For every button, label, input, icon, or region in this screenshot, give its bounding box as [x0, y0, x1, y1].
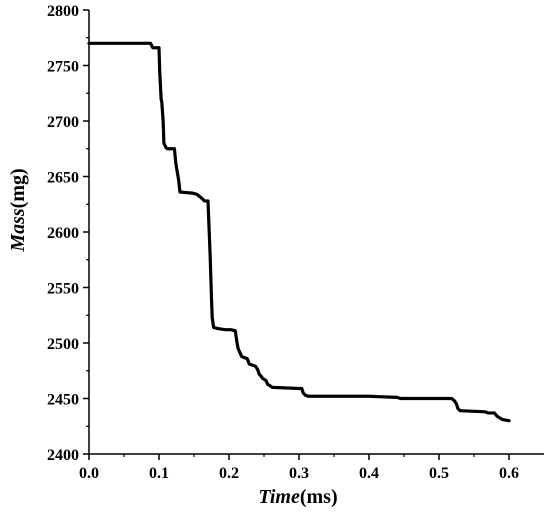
x-tick-label: 0.1: [149, 465, 169, 482]
y-tick-label: 2600: [47, 225, 79, 242]
y-tick-label: 2550: [47, 281, 79, 298]
y-tick-label: 2500: [47, 336, 79, 353]
x-tick-label: 0.2: [219, 465, 239, 482]
y-tick-label: 2800: [47, 3, 79, 20]
y-tick-label: 2400: [47, 447, 79, 464]
x-tick-label: 0.0: [79, 465, 99, 482]
x-tick-label: 0.6: [499, 465, 519, 482]
y-axis-title: Mass(mg): [7, 168, 29, 252]
x-tick-label: 0.4: [359, 465, 379, 482]
x-axis-title-var: Time: [258, 486, 300, 508]
series-layer: [87, 41, 511, 423]
y-axis-ticks: 2400 2450 2500 2550 2600 2650 2700 2750 2800: [47, 3, 89, 464]
y-tick-label: 2750: [47, 59, 79, 76]
x-axis-ticks: 0.0 0.1 0.2 0.3 0.4 0.5 0.6: [79, 454, 519, 482]
x-axis-title-unit: (ms): [300, 486, 338, 508]
series-line-1: [87, 41, 511, 423]
x-axis-title: Time(ms): [258, 486, 337, 508]
y-tick-label: 2450: [47, 392, 79, 409]
y-axis-title-var: Mass: [7, 208, 29, 253]
x-tick-label: 0.3: [289, 465, 309, 482]
y-tick-label: 2700: [47, 114, 79, 131]
y-axis-title-unit: (mg): [7, 168, 29, 208]
x-tick-label: 0.5: [429, 465, 449, 482]
y-tick-label: 2650: [47, 170, 79, 187]
